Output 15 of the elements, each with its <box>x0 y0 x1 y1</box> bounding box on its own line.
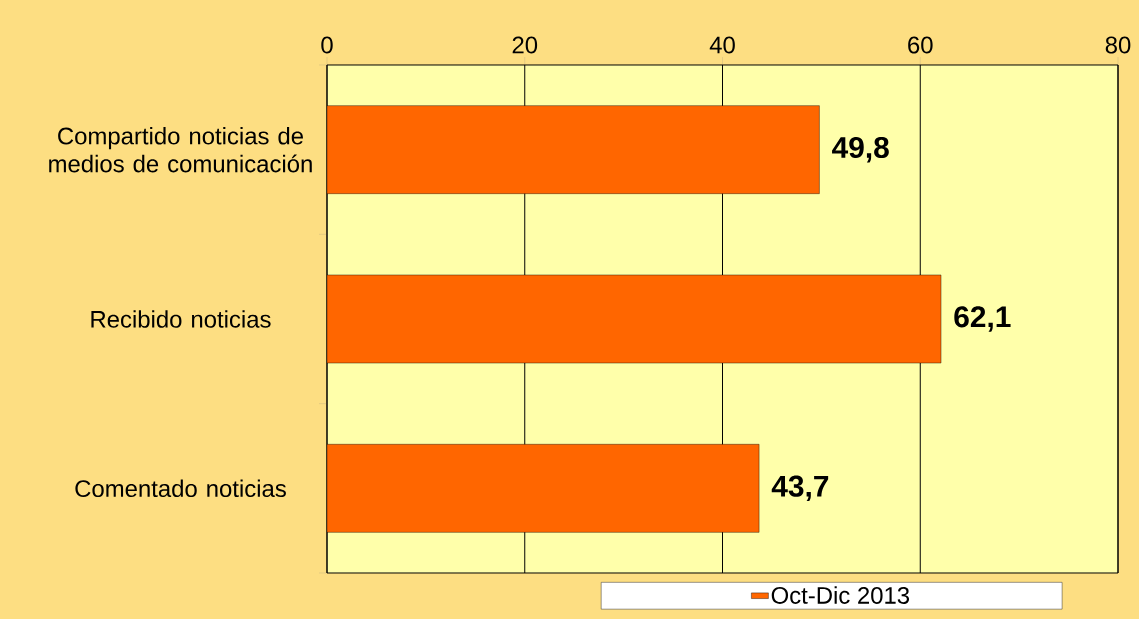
x-tick-label: 60 <box>908 36 933 54</box>
bar <box>327 444 760 533</box>
x-tick-label: 0 <box>321 36 333 54</box>
y-tick-label: Comentado noticias <box>75 479 286 498</box>
data-label: 43,7 <box>771 475 829 502</box>
data-label: 62,1 <box>954 306 1011 332</box>
bar <box>327 105 820 194</box>
y-tick-label: Compartido noticias de medios de comunicación <box>49 126 312 173</box>
legend-label: Oct-Dic 2013 <box>771 586 910 604</box>
bar <box>327 274 942 364</box>
y-tick-label: Recibido noticias <box>91 310 271 328</box>
data-label: 49,8 <box>832 136 889 163</box>
x-tick-label: 20 <box>512 36 538 54</box>
x-tick-label: 40 <box>709 36 735 54</box>
x-tick-label: 80 <box>1105 36 1131 54</box>
